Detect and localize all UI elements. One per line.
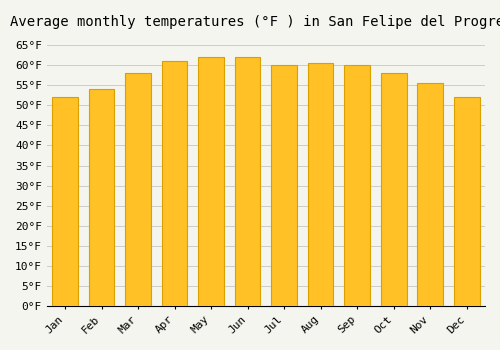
Bar [308, 63, 334, 306]
Bar [89, 89, 114, 306]
Bar [272, 65, 297, 306]
Bar [235, 57, 260, 306]
Title: Average monthly temperatures (°F ) in San Felipe del Progreso: Average monthly temperatures (°F ) in Sa… [10, 15, 500, 29]
Bar [418, 83, 443, 306]
Bar [344, 65, 370, 306]
Bar [198, 57, 224, 306]
Bar [162, 61, 188, 306]
Bar [126, 73, 151, 306]
Bar [454, 97, 479, 306]
Bar [52, 97, 78, 306]
Bar [381, 73, 406, 306]
